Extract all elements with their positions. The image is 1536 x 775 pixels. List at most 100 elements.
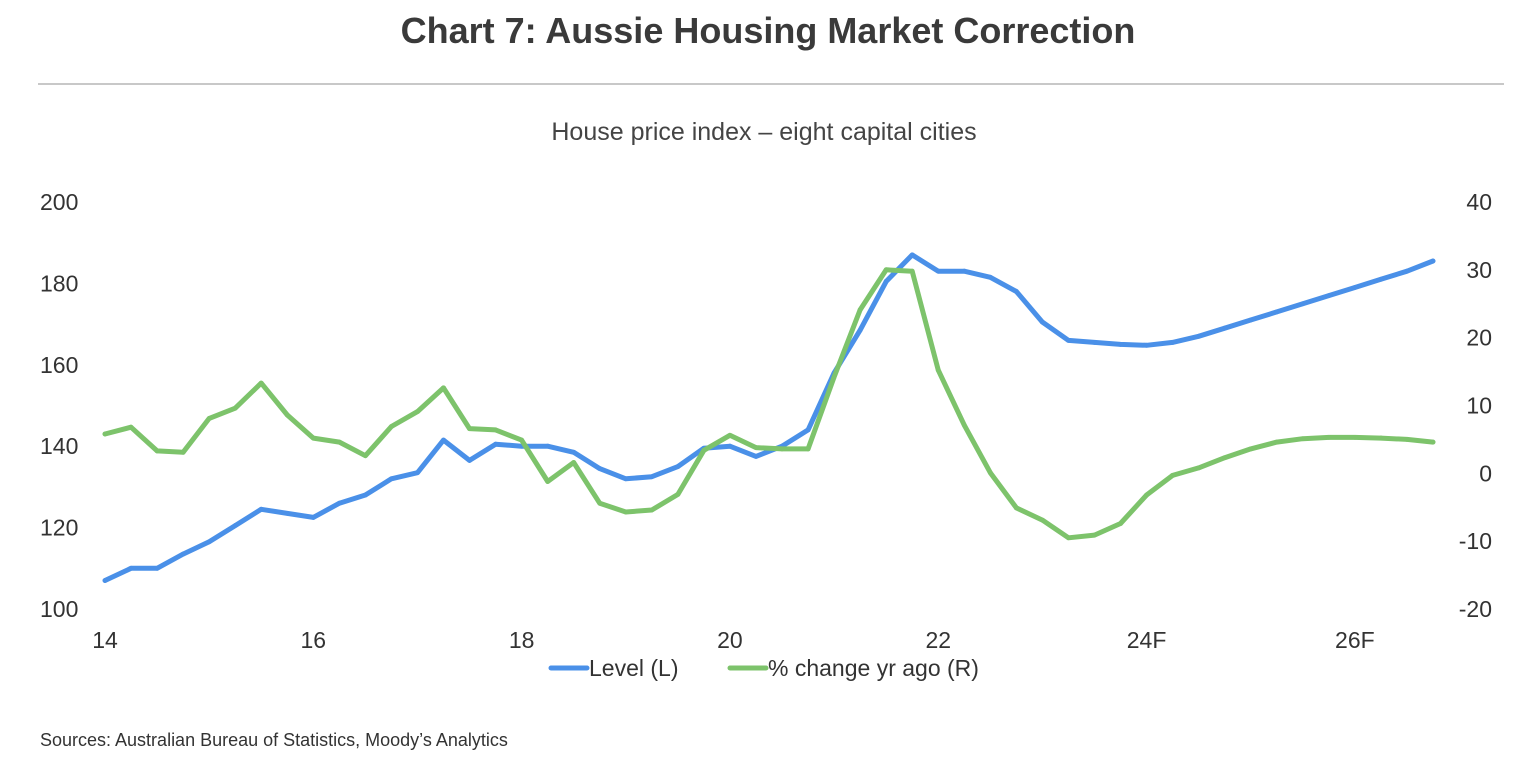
level-data-point [1118, 342, 1123, 347]
level-data-point [1144, 342, 1149, 348]
y-right-tick-label: -10 [1459, 528, 1492, 554]
change-data-point [415, 409, 420, 415]
change-data-point [1066, 535, 1071, 541]
source-note: Sources: Australian Bureau of Statistics… [40, 730, 508, 750]
change-data-point [727, 432, 733, 438]
level-data-point [389, 476, 394, 482]
level-data-point [362, 492, 368, 498]
change-data-point [1040, 517, 1045, 523]
y-left-tick-label: 160 [40, 352, 78, 378]
level-data-point [1066, 337, 1071, 343]
y-left-tick-label: 100 [40, 596, 78, 622]
change-data-point [701, 447, 707, 453]
change-data-point [206, 415, 212, 421]
legend-level-label: Level (L) [589, 655, 678, 681]
change-data-point [1274, 439, 1280, 445]
level-data-point [1352, 285, 1358, 290]
title-divider [38, 83, 1504, 85]
y-right-tick-label: 20 [1466, 325, 1492, 351]
series-line-level [102, 252, 1436, 583]
level-data-point [1378, 276, 1384, 282]
change-data-point [1352, 434, 1358, 440]
change-data-point [935, 367, 941, 373]
level-data-point [883, 278, 889, 284]
x-tick-label: 20 [717, 627, 743, 653]
change-data-point [389, 424, 394, 429]
change-data-point [493, 427, 498, 433]
level-data-point [857, 327, 863, 333]
level-data-point [467, 458, 472, 463]
level-data-point [258, 506, 264, 512]
change-data-point [987, 470, 993, 476]
chart-title: Chart 7: Aussie Housing Market Correctio… [400, 10, 1136, 51]
x-tick-label: 18 [509, 627, 535, 653]
y-left-tick-label: 180 [40, 270, 78, 296]
y-right-tick-label: 10 [1466, 393, 1492, 419]
change-data-point [310, 435, 316, 441]
change-data-point [1430, 439, 1436, 445]
x-tick-label: 16 [301, 627, 327, 653]
level-data-point [1404, 268, 1410, 274]
level-data-point [180, 551, 186, 557]
y-right-tick-label: 40 [1466, 189, 1492, 215]
level-data-point [675, 464, 681, 469]
change-data-point [128, 424, 134, 430]
change-data-point [831, 374, 837, 380]
change-data-point [779, 446, 785, 452]
change-data-point [1144, 492, 1149, 498]
level-data-point [727, 443, 733, 449]
change-data-point [805, 446, 811, 452]
change-data-point [232, 405, 238, 411]
y-right-tick-label: -20 [1459, 596, 1492, 622]
level-data-point [623, 476, 629, 482]
level-data-point [1222, 325, 1228, 331]
change-data-point [1170, 472, 1176, 478]
level-data-point [1300, 301, 1306, 307]
level-data-point [336, 500, 342, 506]
change-data-point [336, 439, 342, 445]
level-data-point [1326, 293, 1332, 299]
change-data-point [753, 445, 759, 450]
change-data-point [1378, 435, 1384, 441]
change-data-point [649, 507, 655, 513]
level-data-point [649, 474, 655, 480]
change-data-point [154, 448, 160, 454]
change-data-point [1326, 434, 1332, 440]
change-data-point [675, 491, 681, 497]
level-data-point [128, 565, 134, 571]
change-data-point [102, 431, 108, 437]
level-data-point [232, 523, 238, 528]
change-data-point [883, 267, 889, 273]
change-data-point [1404, 437, 1410, 442]
change-data-point [1013, 505, 1019, 511]
change-data-point [1300, 436, 1306, 442]
y-left-tick-label: 120 [40, 515, 78, 541]
y-left-tick-label: 140 [40, 433, 78, 459]
y-right-tick-label: 30 [1466, 257, 1492, 283]
change-data-point [284, 412, 290, 418]
legend-change-label: % change yr ago (R) [768, 655, 979, 681]
series-line-change [102, 267, 1436, 541]
change-data-point [545, 479, 551, 484]
change-data-point [1196, 465, 1202, 471]
level-data-point [961, 268, 967, 274]
level-data-point [1013, 289, 1019, 294]
y-left-tick-label: 200 [40, 189, 78, 215]
level-data-point [805, 427, 811, 433]
x-tick-label: 26F [1335, 627, 1375, 653]
chart-subtitle: House price index – eight capital cities [551, 118, 977, 146]
level-data-point [441, 437, 446, 443]
level-data-point [1040, 319, 1045, 325]
y-right-tick-label: 0 [1479, 460, 1492, 486]
level-data-point [310, 515, 316, 520]
change-data-point [441, 385, 446, 391]
level-data-point [284, 510, 290, 516]
level-data-point [1196, 333, 1202, 339]
change-data-point [1092, 532, 1097, 538]
x-tick-label: 24F [1127, 627, 1167, 653]
change-data-point [1248, 446, 1254, 452]
level-data-point [415, 470, 420, 476]
level-data-point [1092, 340, 1097, 345]
change-data-point [961, 422, 967, 428]
change-data-point [362, 453, 368, 459]
